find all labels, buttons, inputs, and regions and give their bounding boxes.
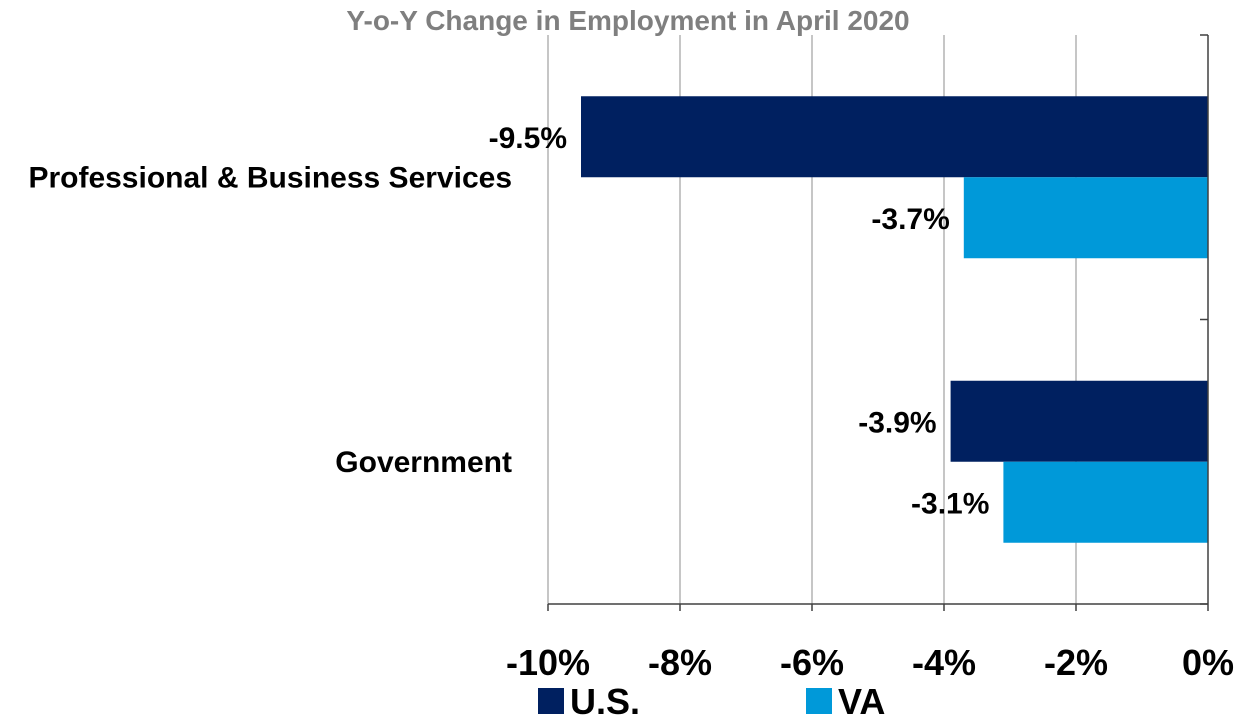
x-tick-label: -10% bbox=[506, 642, 590, 683]
x-tick-label: -2% bbox=[1044, 642, 1108, 683]
chart-title: Y-o-Y Change in Employment in April 2020 bbox=[346, 5, 909, 36]
data-label: -9.5% bbox=[489, 122, 567, 155]
legend-swatch bbox=[806, 688, 832, 714]
category-label: Government bbox=[335, 446, 512, 479]
category-labels: Professional & Business Services Governme… bbox=[28, 161, 512, 479]
bar-us bbox=[581, 96, 1208, 178]
legend-label: VA bbox=[838, 681, 885, 716]
x-tick-label: -6% bbox=[780, 642, 844, 683]
category-label: Professional & Business Services bbox=[28, 161, 512, 194]
legend-label: U.S. bbox=[570, 681, 640, 716]
x-tick-label: -4% bbox=[912, 642, 976, 683]
bar-va bbox=[1003, 461, 1208, 543]
x-tick-labels: -10% -8% -6% -4% -2% 0% bbox=[506, 642, 1234, 683]
bars bbox=[581, 96, 1208, 543]
legend: U.S. VA bbox=[538, 681, 885, 716]
bar-va bbox=[963, 177, 1208, 259]
data-labels: -9.5% -3.7% -3.9% -3.1% bbox=[489, 122, 990, 521]
bar-us bbox=[950, 380, 1208, 462]
x-tick-label: 0% bbox=[1182, 642, 1234, 683]
x-tick-label: -8% bbox=[648, 642, 712, 683]
axes bbox=[547, 34, 1209, 611]
data-label: -3.1% bbox=[911, 487, 989, 520]
data-label: -3.7% bbox=[871, 203, 949, 236]
legend-swatch bbox=[538, 688, 564, 714]
data-label: -3.9% bbox=[858, 406, 936, 439]
